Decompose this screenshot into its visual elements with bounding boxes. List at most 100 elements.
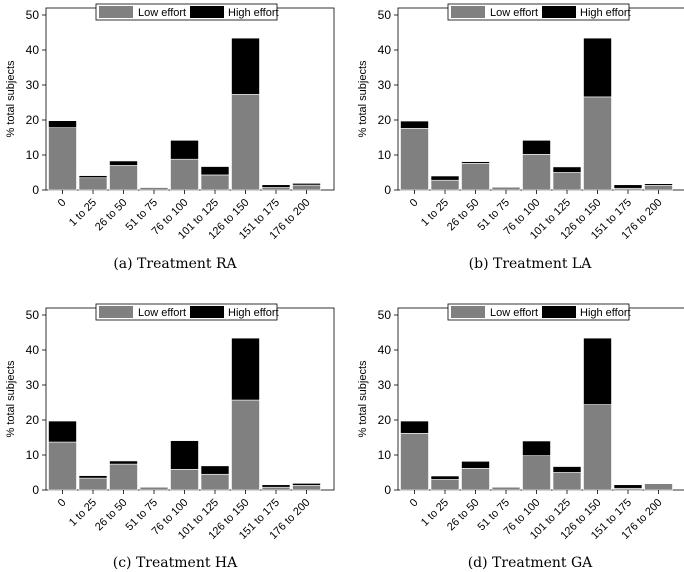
bar-high-effort bbox=[170, 140, 199, 160]
y-tick-label: 50 bbox=[26, 308, 40, 322]
y-tick-label: 0 bbox=[32, 483, 39, 497]
legend-label-low: Low effort bbox=[138, 7, 186, 19]
legend-swatch-high bbox=[190, 306, 224, 318]
y-axis-label: % total subjects bbox=[5, 60, 17, 138]
bar-high-effort bbox=[400, 420, 429, 434]
bar-low-effort bbox=[430, 479, 460, 491]
bar-high-effort bbox=[552, 466, 582, 473]
bar-low-effort bbox=[78, 477, 108, 491]
x-tick-label: 0 bbox=[408, 497, 421, 510]
bar-low-effort bbox=[552, 172, 582, 191]
panel-caption: (c) Treatment HA bbox=[113, 555, 238, 571]
bar-low-effort bbox=[583, 96, 612, 191]
bar-high-effort bbox=[583, 37, 612, 98]
y-tick-label: 40 bbox=[378, 343, 392, 357]
bar-low-effort bbox=[261, 486, 291, 491]
y-tick-label: 0 bbox=[32, 183, 39, 197]
bar-high-effort bbox=[231, 337, 260, 401]
bar-low-effort bbox=[231, 94, 260, 191]
bar-low-effort bbox=[78, 177, 108, 191]
y-tick-label: 50 bbox=[26, 8, 40, 22]
y-axis-label: % total subjects bbox=[357, 60, 369, 138]
bar-low-effort bbox=[48, 127, 77, 191]
x-tick-label: 26 to 50 bbox=[445, 197, 482, 234]
bar-low-effort bbox=[170, 469, 199, 491]
y-tick-label: 10 bbox=[378, 148, 392, 162]
x-tick-label: 0 bbox=[56, 197, 69, 210]
y-tick-label: 40 bbox=[26, 43, 40, 57]
legend: Low effort High effort bbox=[95, 303, 279, 321]
bar-low-effort bbox=[292, 485, 321, 491]
y-tick-label: 0 bbox=[384, 483, 391, 497]
bar-high-effort bbox=[48, 420, 77, 443]
legend-label-low: Low effort bbox=[490, 307, 538, 319]
x-tick-label: 0 bbox=[56, 497, 69, 510]
legend-swatch-low bbox=[451, 306, 485, 318]
bar-low-effort bbox=[109, 463, 138, 491]
bar-high-effort bbox=[261, 484, 291, 488]
y-tick-label: 40 bbox=[378, 43, 392, 57]
bar-high-effort bbox=[109, 160, 138, 166]
bar-low-effort bbox=[644, 185, 673, 191]
bar-low-effort bbox=[522, 154, 551, 191]
bar-high-effort bbox=[583, 337, 612, 405]
bar-low-effort bbox=[261, 187, 291, 191]
y-tick-label: 20 bbox=[26, 113, 40, 127]
legend-label-high: High effort bbox=[580, 7, 631, 19]
y-tick-label: 10 bbox=[378, 448, 392, 462]
legend: Low effort High effort bbox=[447, 3, 631, 21]
y-tick-label: 50 bbox=[378, 308, 392, 322]
bar-high-effort bbox=[200, 465, 230, 475]
y-axis-label: % total subjects bbox=[357, 360, 369, 438]
bar-low-effort bbox=[461, 468, 490, 491]
y-tick-label: 10 bbox=[26, 148, 40, 162]
panel-caption: (a) Treatment RA bbox=[113, 256, 237, 272]
bar-low-effort bbox=[170, 158, 199, 191]
bar-high-effort bbox=[400, 120, 429, 129]
bar-low-effort bbox=[139, 187, 169, 191]
bar-high-effort bbox=[231, 37, 260, 95]
bar-high-effort bbox=[170, 440, 199, 470]
legend-box bbox=[95, 303, 278, 321]
y-tick-label: 30 bbox=[378, 378, 392, 392]
y-tick-label: 0 bbox=[384, 183, 391, 197]
bar-high-effort bbox=[522, 440, 551, 456]
legend-box bbox=[447, 3, 630, 21]
bar-high-effort bbox=[644, 183, 673, 186]
legend-swatch-high bbox=[190, 6, 224, 18]
bar-low-effort bbox=[139, 486, 169, 491]
legend-swatch-low bbox=[451, 6, 485, 18]
legend-swatch-high bbox=[542, 306, 576, 318]
panel-caption: (d) Treatment GA bbox=[468, 555, 593, 571]
y-tick-label: 50 bbox=[378, 8, 392, 22]
bar-low-effort bbox=[109, 165, 138, 191]
bar-high-effort bbox=[78, 175, 108, 179]
x-tick-label: 26 to 50 bbox=[445, 497, 482, 534]
bar-high-effort bbox=[261, 184, 291, 188]
y-tick-label: 40 bbox=[26, 343, 40, 357]
legend-label-high: High effort bbox=[228, 7, 279, 19]
bar-high-effort bbox=[109, 460, 138, 465]
bar-high-effort bbox=[292, 483, 321, 486]
y-tick-label: 20 bbox=[378, 113, 392, 127]
bar-low-effort bbox=[583, 404, 612, 491]
x-tick-label: 0 bbox=[408, 197, 421, 210]
bar-low-effort bbox=[461, 163, 490, 191]
y-tick-label: 20 bbox=[378, 413, 392, 427]
bar-high-effort bbox=[461, 161, 490, 164]
bar-low-effort bbox=[200, 473, 230, 491]
bar-low-effort bbox=[491, 186, 521, 191]
panel-caption: (b) Treatment LA bbox=[469, 256, 593, 272]
bar-high-effort bbox=[461, 461, 490, 469]
bar-low-effort bbox=[552, 472, 582, 491]
legend-box bbox=[95, 3, 278, 21]
bar-low-effort bbox=[400, 433, 429, 491]
x-tick-label: 26 to 50 bbox=[93, 497, 130, 534]
y-tick-label: 30 bbox=[26, 78, 40, 92]
bar-low-effort bbox=[644, 483, 673, 491]
bar-low-effort bbox=[522, 455, 551, 491]
